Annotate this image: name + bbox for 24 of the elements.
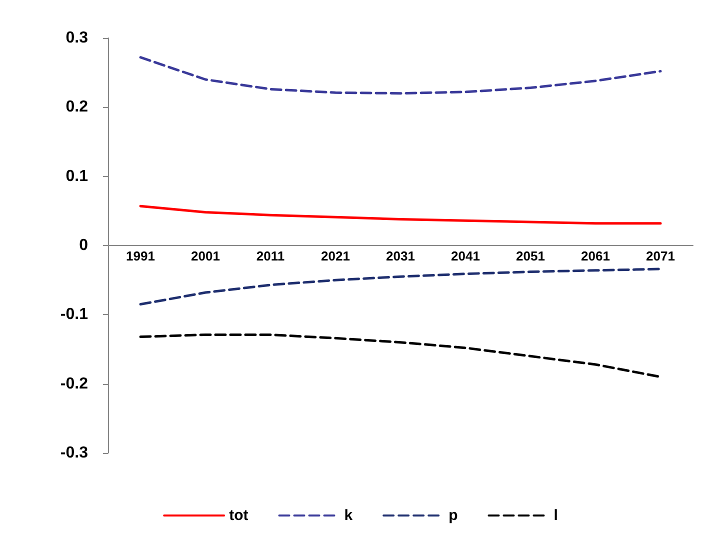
x-tick-label: 2041 — [451, 248, 480, 264]
legend-label: p — [448, 507, 458, 524]
y-tick-label: -0.2 — [60, 375, 88, 392]
y-tick-label: 0.2 — [66, 98, 88, 116]
y-tick-label: 0 — [79, 237, 88, 254]
legend-label: k — [344, 507, 354, 524]
x-tick-label: 2071 — [646, 248, 675, 264]
line-series — [139, 56, 662, 95]
x-tick-label: 2011 — [256, 248, 285, 264]
x-tick-label: 2031 — [386, 248, 415, 264]
x-tick-label: 1991 — [126, 248, 155, 264]
line-series — [139, 204, 662, 225]
line-series — [139, 268, 662, 306]
y-tick-label: -0.1 — [60, 306, 88, 324]
x-tick-label: 2051 — [516, 248, 545, 264]
x-tick-label: 2021 — [321, 248, 350, 264]
legend-label: tot — [229, 507, 248, 524]
y-tick-label: 0.1 — [66, 168, 88, 185]
legend-label: l — [554, 507, 558, 524]
x-tick-label: 2061 — [581, 248, 610, 264]
line-series — [139, 333, 662, 378]
y-tick-label: 0.3 — [66, 30, 88, 46]
x-tick-label: 2001 — [191, 248, 220, 264]
y-tick-label: -0.3 — [60, 444, 88, 462]
